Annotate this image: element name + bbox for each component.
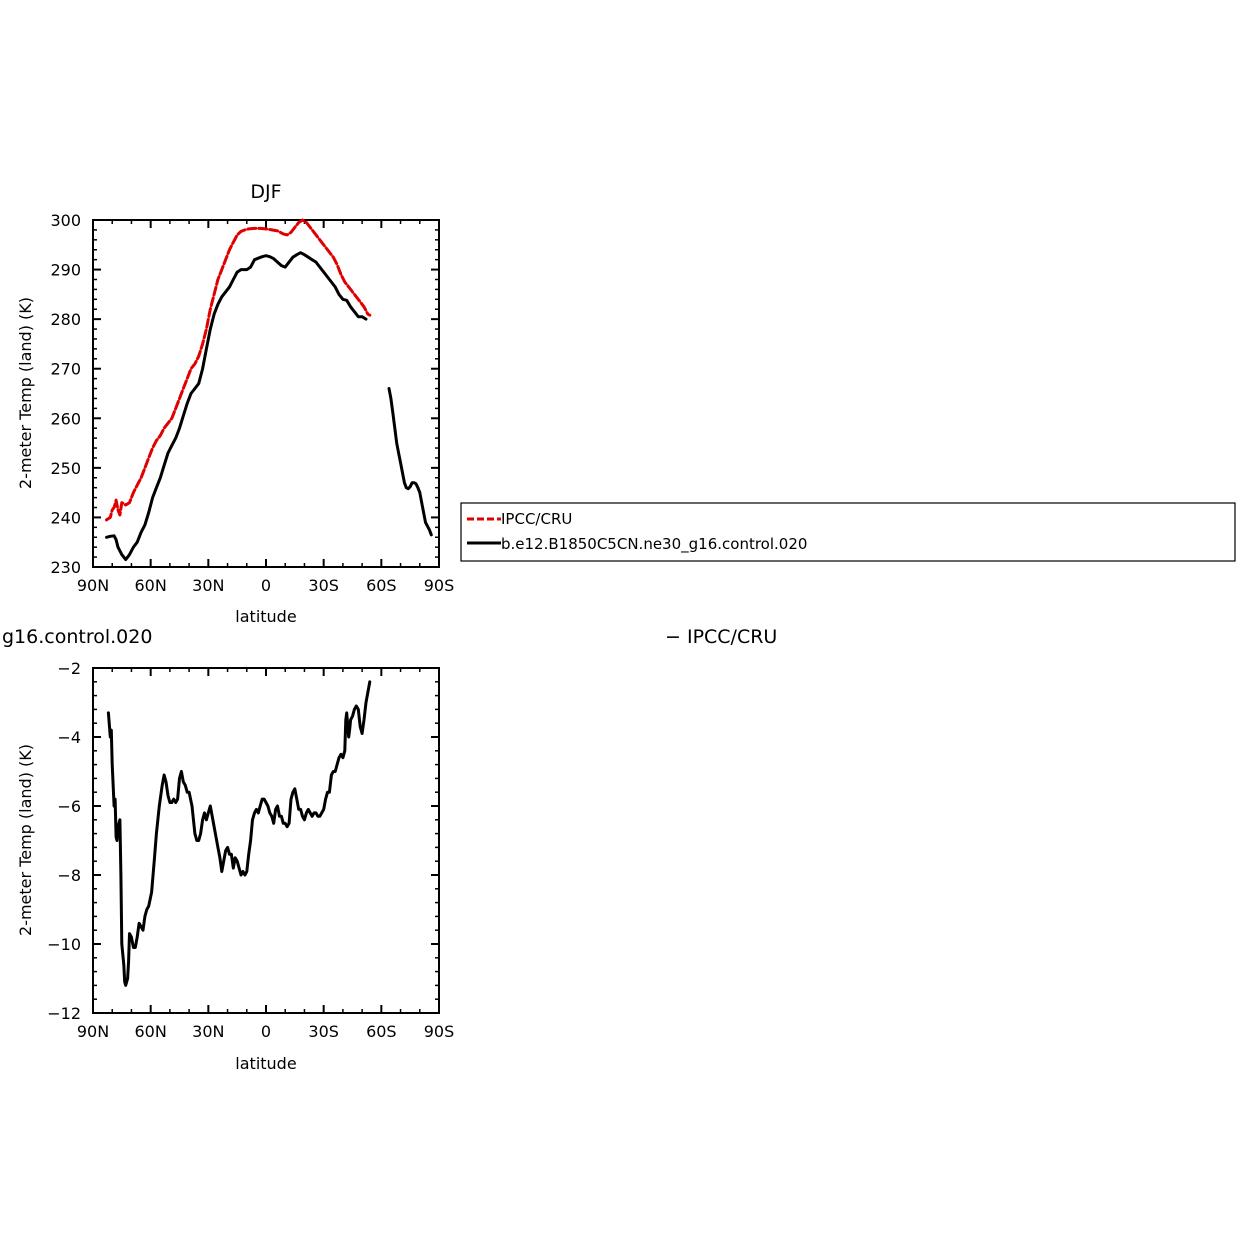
- x-tick-label: 60N: [135, 1022, 167, 1041]
- top-series: [105, 218, 433, 562]
- x-tick-label: 90N: [77, 576, 109, 595]
- bottom-left-caption: g16.control.020: [2, 626, 152, 648]
- bottom-series-line-0: [106, 680, 372, 987]
- top-series-line-0: [105, 218, 372, 522]
- legend-box: [460, 502, 1236, 562]
- bottom-ticks: 90N 60N 30N 0 30S 60S 90S −12 −10 −8 −6 −4 −2: [47, 659, 454, 1041]
- bottom-y-axis-label: 2-meter Temp (land) (K): [16, 744, 35, 936]
- y-tick-label: −4: [57, 728, 81, 747]
- x-tick-label: 0: [261, 576, 271, 595]
- top-chart-title: DJF: [250, 181, 281, 203]
- bottom-series: [106, 680, 372, 987]
- x-tick-label: 0: [261, 1022, 271, 1041]
- x-tick-label: 60N: [135, 576, 167, 595]
- difference-panel: g16.control.020 − IPCC/CRU latitude 2-me…: [2, 626, 777, 1073]
- legend: IPCC/CRU b.e12.B1850C5CN.ne30_g16.contro…: [460, 502, 1236, 562]
- x-tick-label: 90S: [424, 1022, 455, 1041]
- bottom-x-axis-label: latitude: [235, 1054, 296, 1073]
- x-tick-label: 90N: [77, 1022, 109, 1041]
- x-tick-label: 30N: [192, 1022, 224, 1041]
- y-tick-label: 230: [50, 558, 81, 577]
- top-series-line-1: [387, 387, 433, 537]
- y-tick-label: 250: [50, 459, 81, 478]
- bottom-right-caption: − IPCC/CRU: [665, 626, 777, 648]
- x-tick-label: 30S: [308, 576, 339, 595]
- x-tick-label: 90S: [424, 576, 455, 595]
- y-tick-label: −8: [57, 866, 81, 885]
- x-tick-label: 30S: [308, 1022, 339, 1041]
- top-y-axis-label: 2-meter Temp (land) (K): [16, 297, 35, 489]
- y-tick-label: 280: [50, 310, 81, 329]
- y-tick-label: −6: [57, 797, 81, 816]
- top-ticks: 90N 60N 30N 0 30S 60S 90S 230 240 250 260 270 280 290…: [50, 211, 454, 595]
- y-tick-label: −10: [47, 935, 81, 954]
- y-tick-label: 300: [50, 211, 81, 230]
- x-tick-label: 60S: [366, 1022, 397, 1041]
- x-tick-label: 60S: [366, 576, 397, 595]
- top-series-line-1: [105, 251, 368, 562]
- legend-label-model: b.e12.B1850C5CN.ne30_g16.control.020: [501, 535, 807, 554]
- y-tick-label: 260: [50, 409, 81, 428]
- top-plot-frame: [92, 219, 440, 568]
- y-tick-label: 240: [50, 508, 81, 527]
- y-tick-label: −2: [57, 659, 81, 678]
- legend-label-ipcc-cru: IPCC/CRU: [501, 510, 572, 528]
- y-tick-label: 290: [50, 261, 81, 280]
- djf-temperature-panel: DJF latitude 2-meter Temp (land) (K) 90N…: [16, 181, 454, 626]
- top-x-axis-label: latitude: [235, 607, 296, 626]
- x-tick-label: 30N: [192, 576, 224, 595]
- bottom-plot-frame: [92, 667, 440, 1014]
- y-tick-label: 270: [50, 360, 81, 379]
- y-tick-label: −12: [47, 1004, 81, 1023]
